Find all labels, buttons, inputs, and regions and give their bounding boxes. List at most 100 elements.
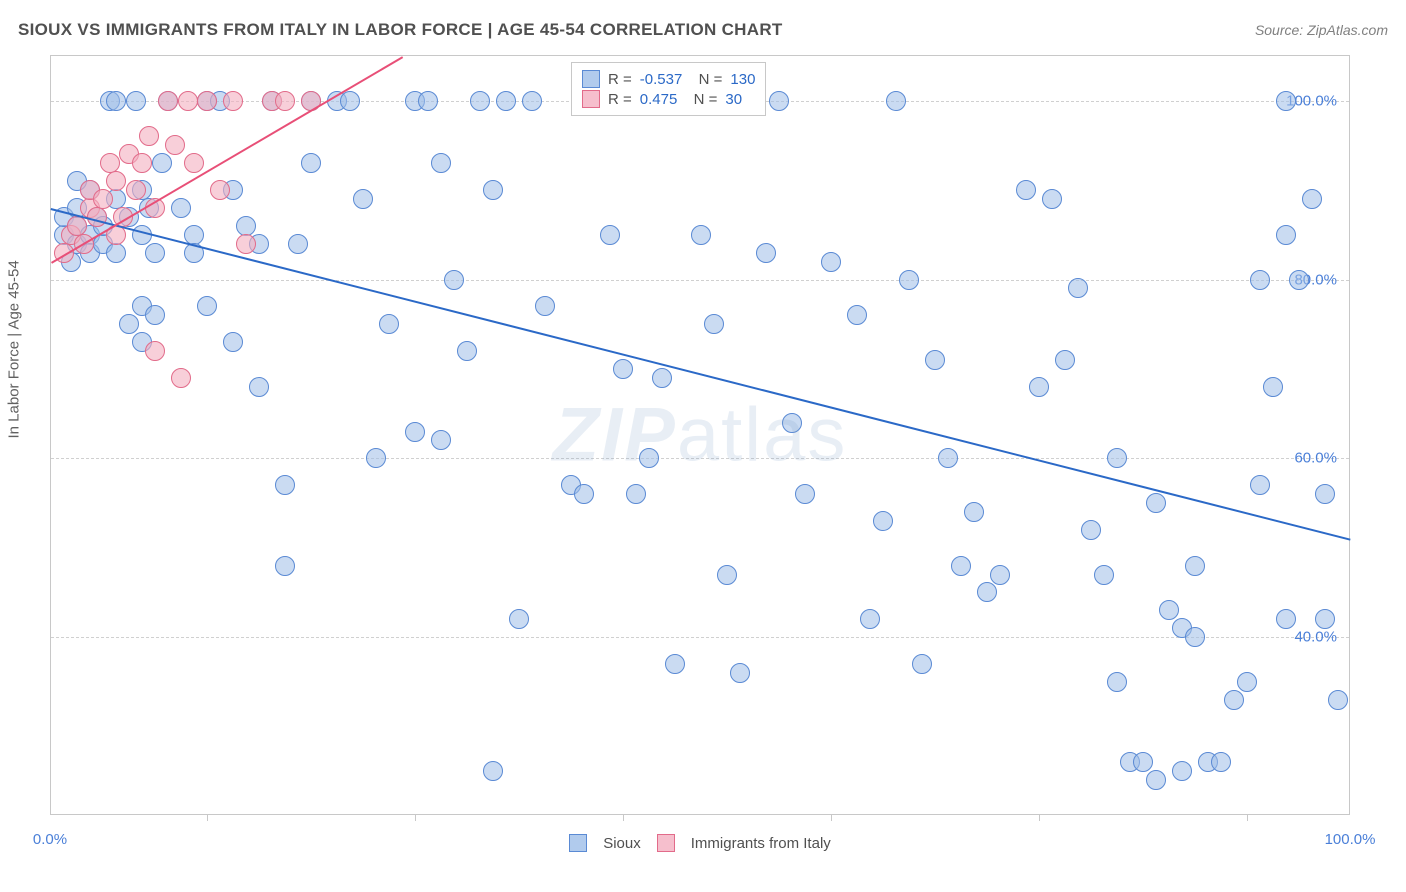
data-point <box>1211 752 1231 772</box>
data-point <box>223 332 243 352</box>
legend-row: R = 0.475 N = 30 <box>582 90 755 108</box>
data-point <box>1289 270 1309 290</box>
data-point <box>704 314 724 334</box>
xaxis-max-label: 100.0% <box>1325 831 1376 848</box>
data-point <box>1276 91 1296 111</box>
data-point <box>626 484 646 504</box>
legend-row: R = -0.537 N = 130 <box>582 70 755 88</box>
xtick <box>831 814 832 821</box>
data-point <box>1276 225 1296 245</box>
data-point <box>119 314 139 334</box>
data-point <box>1055 350 1075 370</box>
data-point <box>1185 627 1205 647</box>
data-point <box>249 377 269 397</box>
data-point <box>1133 752 1153 772</box>
data-point <box>1016 180 1036 200</box>
data-point <box>223 91 243 111</box>
data-point <box>1094 565 1114 585</box>
data-point <box>1276 609 1296 629</box>
data-point <box>496 91 516 111</box>
data-point <box>444 270 464 290</box>
data-point <box>483 761 503 781</box>
data-point <box>1081 520 1101 540</box>
data-point <box>977 582 997 602</box>
ytick-label: 60.0% <box>1294 450 1337 467</box>
data-point <box>1146 770 1166 790</box>
data-point <box>730 663 750 683</box>
data-point <box>431 430 451 450</box>
xaxis-min-label: 0.0% <box>33 831 67 848</box>
data-point <box>886 91 906 111</box>
data-point <box>1159 600 1179 620</box>
data-point <box>145 341 165 361</box>
legend-swatch <box>582 90 600 108</box>
data-point <box>165 135 185 155</box>
data-point <box>275 91 295 111</box>
data-point <box>126 91 146 111</box>
data-point <box>938 448 958 468</box>
data-point <box>340 91 360 111</box>
data-point <box>782 413 802 433</box>
data-point <box>379 314 399 334</box>
data-point <box>1107 672 1127 692</box>
data-point <box>171 368 191 388</box>
trendline <box>51 208 1351 541</box>
data-point <box>275 475 295 495</box>
data-point <box>509 609 529 629</box>
legend-r-label: R = <box>608 91 632 108</box>
data-point <box>1250 270 1270 290</box>
ytick-label: 40.0% <box>1294 629 1337 646</box>
data-point <box>106 243 126 263</box>
data-point <box>184 153 204 173</box>
data-point <box>1068 278 1088 298</box>
data-point <box>301 153 321 173</box>
data-point <box>405 422 425 442</box>
legend-label-sioux: Sioux <box>603 835 641 852</box>
swatch-sioux <box>569 834 587 852</box>
legend-n-value: 30 <box>725 91 742 108</box>
data-point <box>613 359 633 379</box>
data-point <box>1107 448 1127 468</box>
xtick <box>623 814 624 821</box>
data-point <box>717 565 737 585</box>
data-point <box>197 296 217 316</box>
swatch-italy <box>657 834 675 852</box>
data-point <box>106 171 126 191</box>
legend-n-value: 130 <box>730 71 755 88</box>
xtick <box>1247 814 1248 821</box>
data-point <box>756 243 776 263</box>
data-point <box>1237 672 1257 692</box>
data-point <box>639 448 659 468</box>
gridline <box>51 280 1349 281</box>
legend-label-italy: Immigrants from Italy <box>691 835 831 852</box>
data-point <box>275 556 295 576</box>
data-point <box>1042 189 1062 209</box>
watermark: ZIPatlas <box>553 392 848 479</box>
data-point <box>951 556 971 576</box>
data-point <box>353 189 373 209</box>
data-point <box>600 225 620 245</box>
data-point <box>106 91 126 111</box>
source-label: Source: ZipAtlas.com <box>1255 22 1388 38</box>
data-point <box>145 305 165 325</box>
data-point <box>1146 493 1166 513</box>
data-point <box>197 91 217 111</box>
legend-n-label: N = <box>690 71 722 88</box>
data-point <box>665 654 685 674</box>
correlation-legend: R = -0.537 N = 130 R = 0.475 N = 30 <box>571 62 766 116</box>
data-point <box>236 234 256 254</box>
data-point <box>522 91 542 111</box>
data-point <box>93 189 113 209</box>
legend-n-label: N = <box>685 91 717 108</box>
data-point <box>132 153 152 173</box>
chart-title: SIOUX VS IMMIGRANTS FROM ITALY IN LABOR … <box>18 20 783 40</box>
title-bar: SIOUX VS IMMIGRANTS FROM ITALY IN LABOR … <box>18 20 1388 40</box>
y-axis-label: In Labor Force | Age 45-54 <box>6 260 23 438</box>
data-point <box>795 484 815 504</box>
xtick <box>1039 814 1040 821</box>
data-point <box>178 91 198 111</box>
data-point <box>1263 377 1283 397</box>
data-point <box>899 270 919 290</box>
plot-area: ZIPatlas R = -0.537 N = 130 R = 0.475 N =… <box>50 55 1350 815</box>
xtick <box>415 814 416 821</box>
